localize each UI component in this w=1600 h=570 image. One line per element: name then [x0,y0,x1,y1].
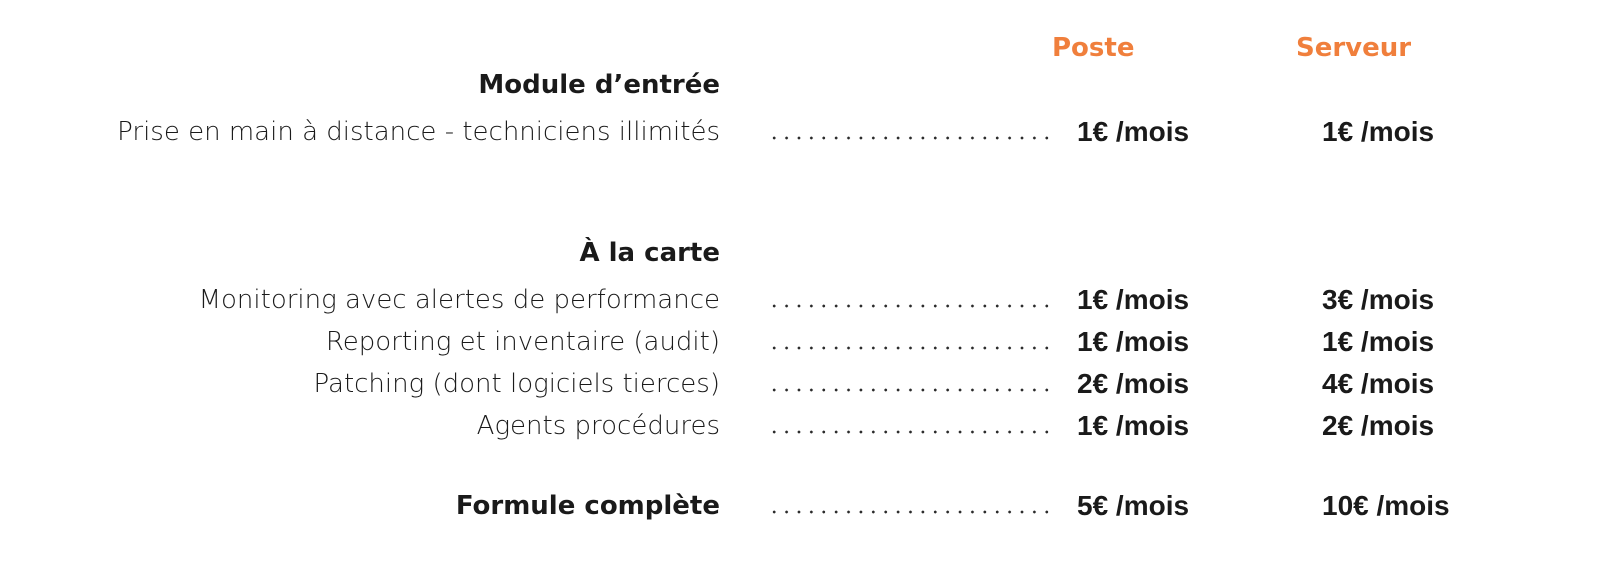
price-row: Reporting et inventaire (audit) 1€ /mois… [0,322,1600,362]
dot-leader [768,346,1054,350]
price-poste: 1€ /mois [1077,116,1190,147]
price-serveur: 1€ /mois [1322,116,1435,147]
price-serveur: 2€ /mois [1322,410,1435,441]
price-row: Agents procédures 1€ /mois 2€ /mois [0,406,1600,446]
price-row: Patching (dont logiciels tierces) 2€ /mo… [0,364,1600,404]
price-poste: 1€ /mois [1077,326,1190,357]
dot-leader [768,430,1054,434]
total-price-poste: 5€ /mois [1077,490,1190,521]
total-row: Formule complète 5€ /mois 10€ /mois [0,486,1600,526]
section-title-a-la-carte: À la carte [579,238,720,268]
price-serveur: 4€ /mois [1322,368,1435,399]
total-price-serveur: 10€ /mois [1322,490,1450,521]
total-label: Formule complète [455,491,720,521]
price-poste: 1€ /mois [1077,410,1190,441]
row-label: Prise en main à distance - techniciens i… [117,117,720,147]
row-label: Patching (dont logiciels tierces) [313,369,721,399]
dot-leader [768,136,1054,140]
price-serveur: 1€ /mois [1322,326,1435,357]
column-header-poste: Poste [1052,33,1135,63]
price-poste: 2€ /mois [1077,368,1190,399]
price-row: Monitoring avec alertes de performance 1… [0,280,1600,320]
row-label: Reporting et inventaire (audit) [325,327,720,357]
dot-leader [768,388,1054,392]
row-label: Agents procédures [476,411,720,441]
row-label: Monitoring avec alertes de performance [198,285,720,315]
dot-leader [768,304,1054,308]
price-serveur: 3€ /mois [1322,284,1435,315]
column-header-serveur: Serveur [1296,33,1412,63]
dot-leader [768,510,1054,514]
section-title-module-entree: Module d’entrée [478,70,720,100]
price-poste: 1€ /mois [1077,284,1190,315]
price-row: Prise en main à distance - techniciens i… [0,112,1600,152]
